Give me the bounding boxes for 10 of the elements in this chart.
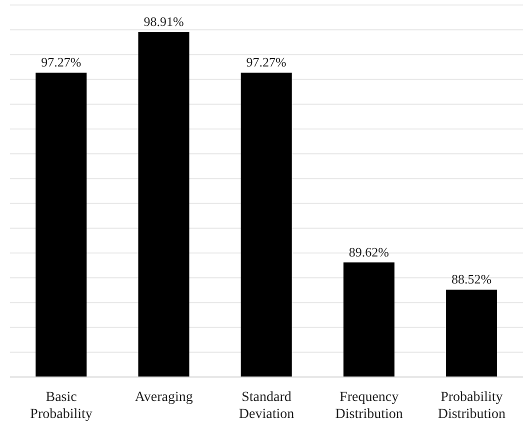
- data-label: 88.52%: [452, 272, 492, 287]
- data-label: 98.91%: [144, 14, 184, 30]
- data-label: 97.27%: [246, 54, 287, 70]
- x-tick-label: Frequency Distribution: [335, 390, 403, 422]
- x-tick-label: Averaging: [134, 390, 193, 405]
- data-label: 97.27%: [41, 54, 82, 70]
- x-tick-label: Basic Probability: [30, 390, 92, 422]
- x-tick-label: Probability Distribution: [438, 390, 506, 422]
- x-tick-label: Standard Deviation: [238, 390, 294, 422]
- data-label: 89.62%: [348, 244, 390, 260]
